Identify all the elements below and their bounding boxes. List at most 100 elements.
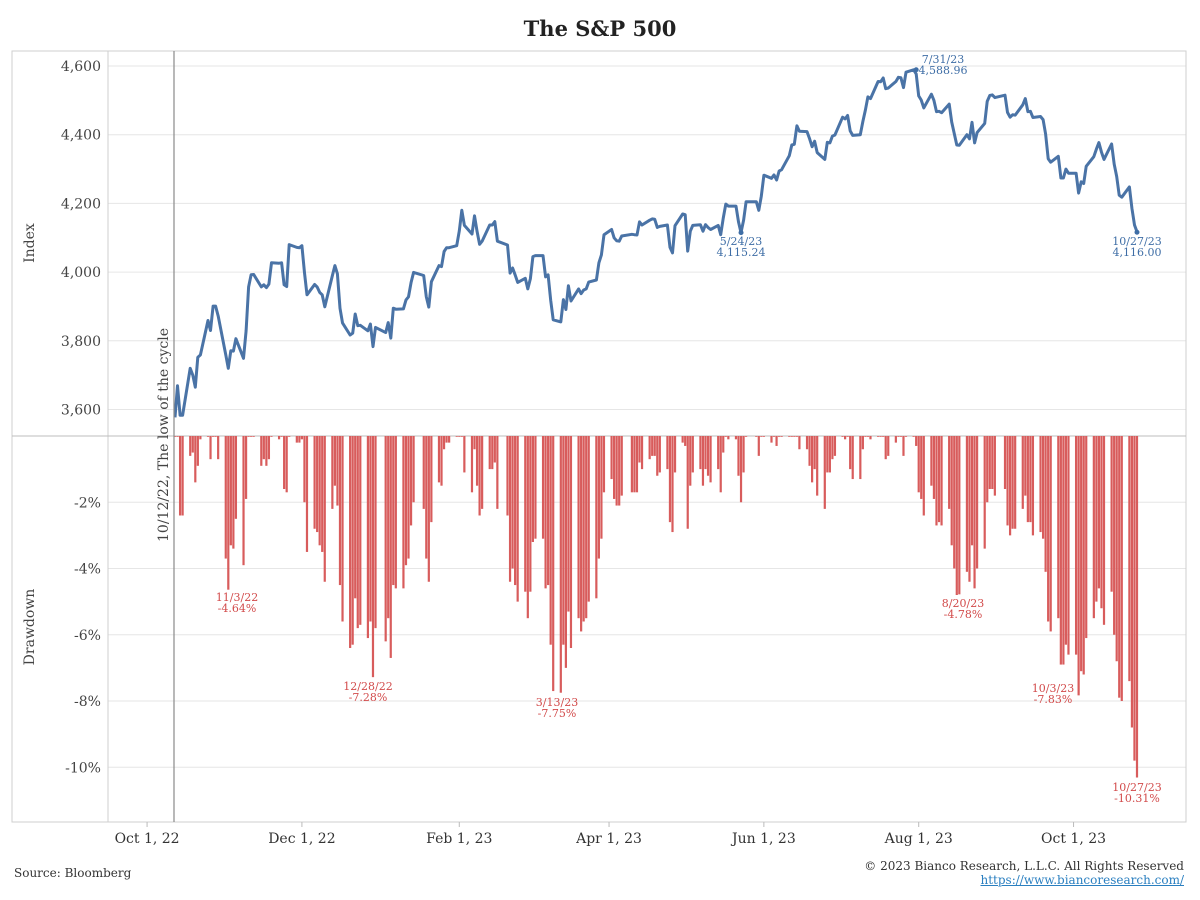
drawdown-bar xyxy=(699,436,702,470)
drawdown-bar xyxy=(1113,436,1116,635)
drawdown-bar xyxy=(937,436,941,523)
drawdown-bar xyxy=(1039,436,1042,533)
drawdown-bar xyxy=(1059,436,1062,665)
drawdown-bar xyxy=(463,436,466,473)
y-axis-title-drawdown: Drawdown xyxy=(22,589,38,666)
drawdown-bar xyxy=(826,436,829,473)
drawdown-bar xyxy=(859,436,862,480)
drawdown-bar xyxy=(1057,436,1060,619)
drawdown-bar xyxy=(526,436,529,619)
drawdown-bar xyxy=(780,436,783,437)
ytick-label-index: 4,600 xyxy=(61,59,101,75)
drawdown-bar xyxy=(882,436,885,437)
drawdown-bar xyxy=(392,436,395,586)
drawdown-bar xyxy=(757,436,760,456)
drawdown-bar xyxy=(209,436,212,460)
drawdown-bar xyxy=(833,436,837,456)
drawdown-bar xyxy=(229,436,232,546)
drawdown-bar xyxy=(384,436,387,642)
drawdown-bar xyxy=(958,436,961,595)
drawdown-bar xyxy=(531,436,534,542)
drawdown-bar xyxy=(283,436,286,489)
drawdown-bar xyxy=(975,436,979,569)
index-line xyxy=(173,68,1139,418)
drawdown-bar xyxy=(214,436,217,437)
drawdown-bar xyxy=(341,436,344,622)
drawdown-bar xyxy=(394,436,397,589)
annotations: 7/31/234,588.965/24/234,115.2410/27/234,… xyxy=(216,53,1162,805)
drawdown-bar xyxy=(1135,436,1139,778)
drawdown-bar xyxy=(1095,436,1098,602)
drawdown-bar xyxy=(191,436,194,453)
drawdown-bar xyxy=(544,436,547,589)
drawdown-bar xyxy=(1067,436,1070,655)
drawdown-bar xyxy=(460,436,463,437)
drawdown-bar xyxy=(298,436,301,443)
drawdown-bar xyxy=(770,436,773,443)
annotation-value: 4,588.96 xyxy=(919,64,968,77)
drawdown-bar xyxy=(387,436,390,619)
drawdown-bar xyxy=(445,436,448,443)
drawdown-bar xyxy=(681,436,684,443)
drawdown-bar xyxy=(1080,436,1083,672)
drawdown-bar xyxy=(1003,436,1007,489)
drawdown-bar xyxy=(176,436,179,437)
drawdown-annotation-date: 11/3/22 xyxy=(216,591,258,604)
drawdown-bar xyxy=(181,436,184,516)
drawdown-bar xyxy=(242,436,245,566)
drawdown-bar xyxy=(541,436,545,539)
drawdown-bar xyxy=(448,436,451,443)
drawdown-bar xyxy=(567,436,570,612)
drawdown-bar xyxy=(742,436,745,473)
drawdown-bar xyxy=(904,436,908,437)
drawdown-bar xyxy=(656,436,659,476)
drawdown-bar xyxy=(719,436,722,493)
drawdown-bar xyxy=(277,436,281,440)
drawdown-bar xyxy=(684,436,687,446)
annotation-value: 4,116.00 xyxy=(1113,246,1162,259)
website-link[interactable]: https://www.biancoresearch.com/ xyxy=(980,873,1184,887)
drawdown-bar xyxy=(778,436,781,437)
drawdown-bar xyxy=(1064,436,1068,645)
drawdown-bar xyxy=(793,436,796,437)
drawdown-bar xyxy=(407,436,410,559)
drawdown-bar xyxy=(1026,436,1029,523)
ytick-label-drawdown: -4% xyxy=(74,562,101,578)
drawdown-bar xyxy=(427,436,430,582)
xtick-label: Jun 1, 23 xyxy=(730,831,796,847)
drawdown-bar xyxy=(262,436,265,460)
drawdown-bar xyxy=(602,436,606,493)
drawdown-bar xyxy=(813,436,816,470)
drawdown-bar xyxy=(585,436,588,619)
drawdown-bar xyxy=(247,436,250,437)
ytick-label-drawdown: -6% xyxy=(74,628,101,644)
drawdown-bar xyxy=(970,436,974,546)
annotation-dot xyxy=(738,230,744,236)
drawdown-bar xyxy=(887,436,890,456)
drawdown-bar xyxy=(425,436,428,559)
drawdown-bar xyxy=(1074,436,1078,655)
drawdown-bar xyxy=(178,436,182,516)
drawdown-bars xyxy=(173,436,1139,778)
drawdown-bar xyxy=(630,436,633,493)
drawdown-annotation-value: -7.75% xyxy=(538,707,577,720)
drawdown-bar xyxy=(1031,436,1035,536)
drawdown-bar xyxy=(1128,436,1131,682)
drawdown-bar xyxy=(651,436,654,456)
drawdown-bar xyxy=(211,436,215,437)
annotation-value: 4,115.24 xyxy=(717,246,766,259)
drawdown-bar xyxy=(300,436,304,440)
drawdown-bar xyxy=(430,436,433,523)
drawdown-bar xyxy=(524,436,527,592)
drawdown-bar xyxy=(668,436,672,523)
drawdown-bar xyxy=(805,436,809,450)
annotation-date: 5/24/23 xyxy=(720,235,762,248)
drawdown-bar xyxy=(704,436,707,470)
annotation-date: 10/27/23 xyxy=(1112,235,1161,248)
drawdown-bar xyxy=(1044,436,1047,572)
drawdown-bar xyxy=(260,436,263,466)
drawdown-bar xyxy=(1006,436,1009,526)
drawdown-bar xyxy=(1120,436,1123,701)
drawdown-bar xyxy=(828,436,831,473)
drawdown-annotation-date: 12/28/22 xyxy=(343,680,392,693)
